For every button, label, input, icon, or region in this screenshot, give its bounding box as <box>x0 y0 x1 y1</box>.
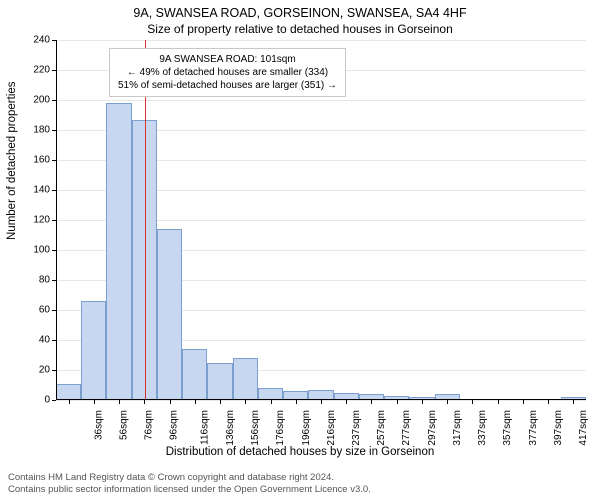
x-tick-label: 317sqm <box>452 410 463 446</box>
x-tick-label: 357sqm <box>503 410 514 446</box>
x-tick-label: 297sqm <box>427 410 438 446</box>
x-tick-mark <box>321 400 322 404</box>
histogram-bar <box>182 349 207 400</box>
x-tick-label: 277sqm <box>402 410 413 446</box>
x-tick-mark <box>447 400 448 404</box>
footer-line-2: Contains public sector information licen… <box>8 484 592 496</box>
chart-title: 9A, SWANSEA ROAD, GORSEINON, SWANSEA, SA… <box>0 6 600 20</box>
x-tick-mark <box>371 400 372 404</box>
x-tick-label: 36sqm <box>93 410 104 440</box>
x-tick-label: 216sqm <box>326 410 337 446</box>
chart-footer: Contains HM Land Registry data © Crown c… <box>8 472 592 496</box>
x-tick-mark <box>245 400 246 404</box>
x-tick-mark <box>220 400 221 404</box>
histogram-bar <box>233 358 258 400</box>
y-tick-label: 20 <box>39 365 50 376</box>
x-tick-mark <box>573 400 574 404</box>
y-tick-label: 160 <box>33 155 50 166</box>
x-tick-mark <box>271 400 272 404</box>
grid-line <box>56 40 586 41</box>
y-tick-label: 60 <box>39 305 50 316</box>
x-tick-mark <box>548 400 549 404</box>
histogram-bar <box>207 363 232 401</box>
y-tick-label: 100 <box>33 245 50 256</box>
chart-container: 9A, SWANSEA ROAD, GORSEINON, SWANSEA, SA… <box>0 0 600 500</box>
histogram-bar <box>56 384 81 401</box>
x-tick-label: 397sqm <box>553 410 564 446</box>
x-tick-label: 257sqm <box>376 410 387 446</box>
x-tick-label: 377sqm <box>528 410 539 446</box>
x-tick-label: 156sqm <box>250 410 261 446</box>
histogram-bar <box>157 229 182 400</box>
y-tick-label: 180 <box>33 125 50 136</box>
x-tick-mark <box>346 400 347 404</box>
x-tick-label: 417sqm <box>578 410 589 446</box>
x-tick-label: 116sqm <box>199 410 210 445</box>
x-axis-line <box>56 399 586 400</box>
y-tick-label: 240 <box>33 35 50 46</box>
x-tick-mark <box>472 400 473 404</box>
x-tick-label: 237sqm <box>351 410 362 446</box>
y-tick-label: 220 <box>33 65 50 76</box>
chart-subtitle: Size of property relative to detached ho… <box>0 22 600 36</box>
y-axis-label: Number of detached properties <box>6 81 18 240</box>
x-tick-mark <box>144 400 145 404</box>
plot-area: 02040608010012014016018020022024036sqm56… <box>56 40 586 400</box>
y-tick-label: 80 <box>39 275 50 286</box>
footer-line-1: Contains HM Land Registry data © Crown c… <box>8 472 592 484</box>
x-tick-mark <box>94 400 95 404</box>
x-axis-label: Distribution of detached houses by size … <box>0 446 600 458</box>
y-tick-label: 0 <box>44 395 50 406</box>
x-tick-mark <box>195 400 196 404</box>
x-tick-mark <box>296 400 297 404</box>
x-tick-label: 337sqm <box>477 410 488 446</box>
y-tick-label: 120 <box>33 215 50 226</box>
grid-line <box>56 100 586 101</box>
x-tick-mark <box>422 400 423 404</box>
x-tick-label: 76sqm <box>144 410 155 440</box>
x-tick-mark <box>498 400 499 404</box>
annotation-box: 9A SWANSEA ROAD: 101sqm← 49% of detached… <box>109 48 346 97</box>
annotation-line: 51% of semi-detached houses are larger (… <box>118 79 337 92</box>
y-tick-mark <box>52 400 56 401</box>
x-tick-label: 176sqm <box>275 410 286 446</box>
histogram-bar <box>106 103 131 400</box>
x-tick-label: 56sqm <box>118 410 129 440</box>
x-tick-mark <box>523 400 524 404</box>
x-tick-label: 136sqm <box>225 410 236 446</box>
annotation-line: 9A SWANSEA ROAD: 101sqm <box>118 53 337 66</box>
x-tick-label: 96sqm <box>169 410 180 440</box>
x-tick-label: 196sqm <box>301 410 312 446</box>
y-tick-label: 40 <box>39 335 50 346</box>
plot-inner: 02040608010012014016018020022024036sqm56… <box>56 40 586 400</box>
x-tick-mark <box>397 400 398 404</box>
x-tick-mark <box>69 400 70 404</box>
x-tick-mark <box>170 400 171 404</box>
y-tick-label: 140 <box>33 185 50 196</box>
annotation-line: ← 49% of detached houses are smaller (33… <box>118 66 337 79</box>
histogram-bar <box>81 301 106 400</box>
y-axis-line <box>56 40 57 400</box>
x-tick-mark <box>119 400 120 404</box>
y-tick-label: 200 <box>33 95 50 106</box>
